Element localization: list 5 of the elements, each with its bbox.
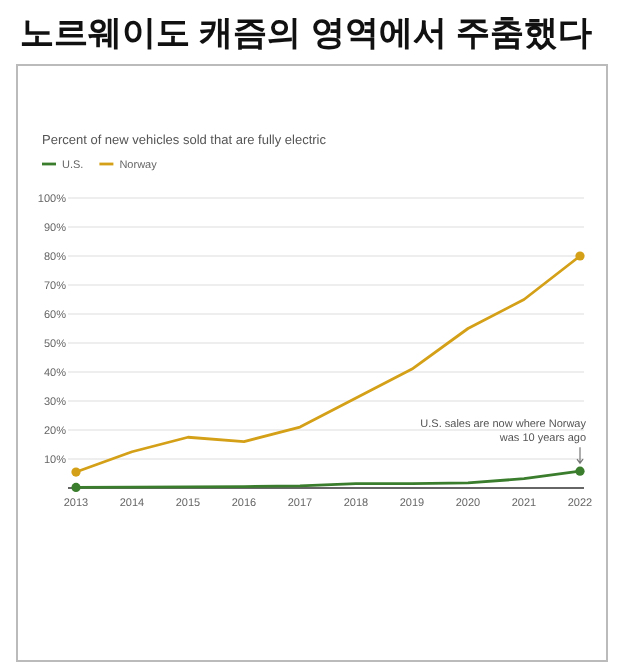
chart-title: 노르웨이도 캐즘의 영역에서 주춤했다 (20, 14, 593, 52)
point (71, 482, 81, 493)
point (575, 251, 585, 261)
point (575, 466, 585, 476)
point (71, 467, 81, 477)
